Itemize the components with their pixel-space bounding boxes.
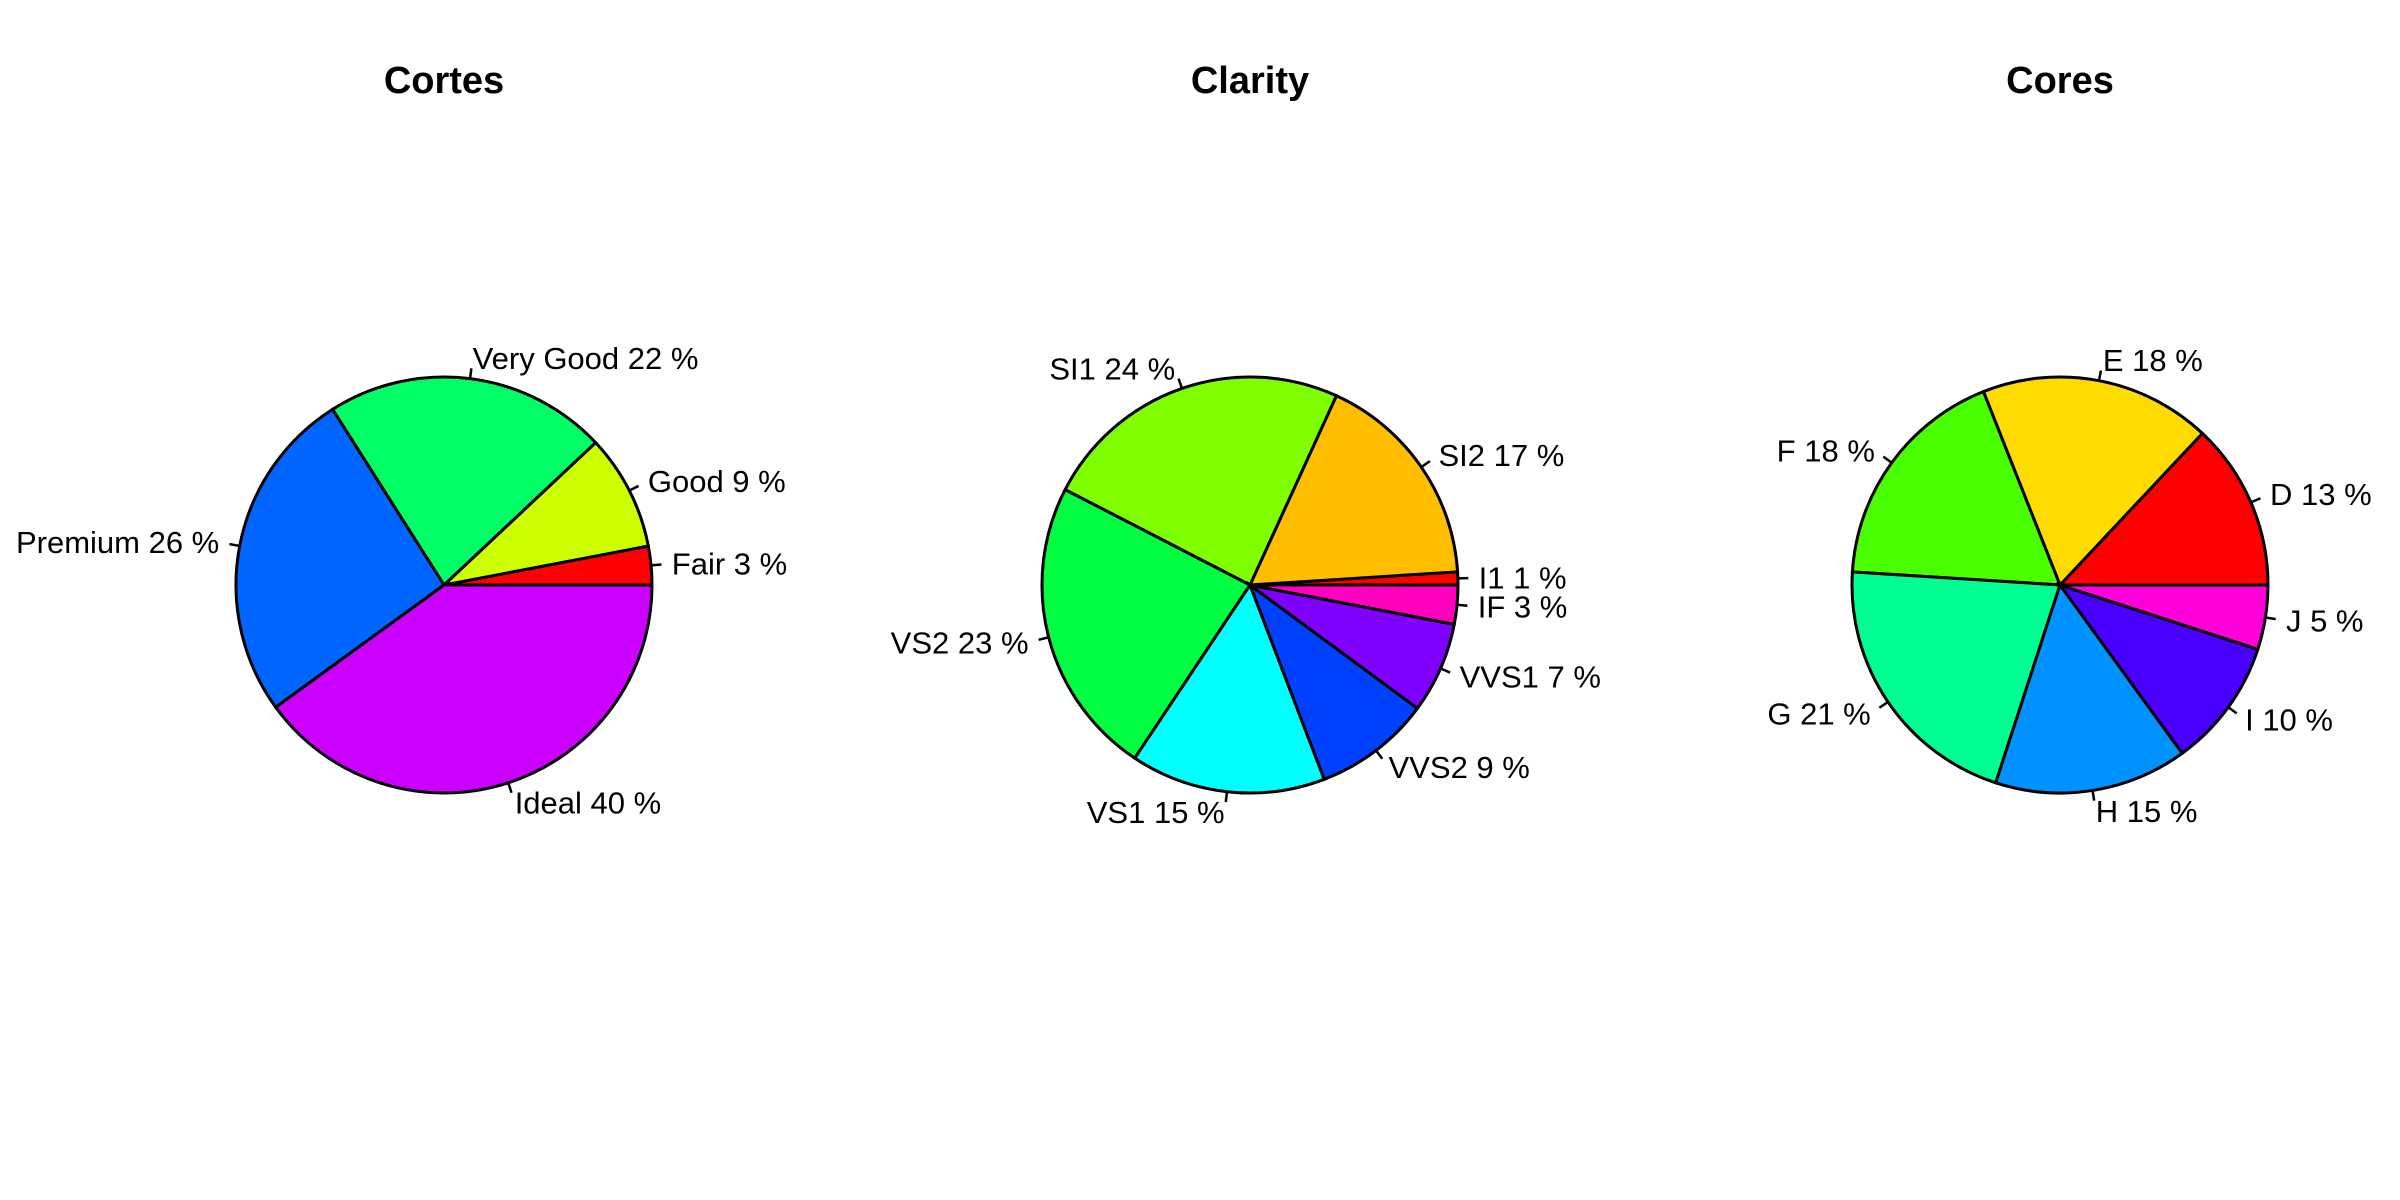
pie-slice (1249, 583, 1460, 627)
slice-label-tick (2250, 497, 2261, 504)
pie-slice (2056, 582, 2260, 756)
slice-label: E 18 % (2103, 343, 2203, 378)
pie-slice (1993, 581, 2185, 795)
slice-label: I1 1 % (1479, 561, 1567, 596)
slice-label: VS2 23 % (891, 625, 1029, 660)
chart-title: Cortes (384, 60, 504, 102)
slice-label: IF 3 % (1478, 590, 1568, 625)
slice-label: D 13 % (2270, 477, 2372, 512)
slice-label-tick (1177, 378, 1184, 389)
pie-panel-cortes: Cortes Fair 3 % Good 9 % Very Good 22 % Pre… (16, 60, 787, 820)
slice-label-tick (1878, 700, 1889, 709)
slice-label-tick (1374, 749, 1384, 760)
slice-label: F 18 % (1777, 433, 1875, 468)
pie-slice (1132, 581, 1327, 795)
slice-label-tick (2265, 616, 2276, 621)
slice-label-tick (468, 368, 473, 379)
chart-title: Clarity (1191, 60, 1309, 102)
slice-label-tick (1038, 636, 1049, 642)
slice-label-tick (2097, 370, 2103, 381)
slice-label-tick (1440, 667, 1451, 674)
slice-label: VVS2 9 % (1389, 750, 1530, 785)
pie-slice (2059, 583, 2270, 652)
slice-label: Very Good 22 % (473, 341, 699, 376)
slice-label: SI2 17 % (1438, 438, 1564, 473)
pie-slice (1850, 389, 2063, 587)
slice-label-tick (507, 782, 513, 794)
pie-panel-cores: Cores D 13 % E 18 % F 18 % G 21 % H 15 % I 10… (1767, 60, 2371, 829)
slice-label-tick (1456, 603, 1468, 608)
slice-label-tick (229, 542, 240, 548)
slice-label: VS1 15 % (1087, 795, 1225, 830)
slice-label: VVS1 7 % (1460, 660, 1601, 695)
pie-slice (1246, 580, 1420, 782)
pie-slice (1063, 375, 1339, 588)
pie-slice (1981, 375, 2205, 588)
slice-label-tick (2091, 790, 2096, 801)
pie-slice (1247, 393, 1460, 587)
pie-slice (1850, 570, 2063, 785)
slice-label-tick (2227, 706, 2238, 715)
slice-label: Ideal 40 % (515, 785, 662, 820)
slice-label-tick (1224, 791, 1229, 803)
slice-label: Good 9 % (648, 464, 786, 499)
pie-slice (234, 407, 447, 710)
slice-label: Fair 3 % (672, 546, 787, 581)
slice-label: J 5 % (2286, 604, 2364, 639)
slice-label: G 21 % (1767, 696, 1870, 731)
slice-label: I 10 % (2245, 702, 2333, 737)
slice-label: SI1 24 % (1049, 352, 1175, 387)
pie-panel-clarity: Clarity I1 1 % SI2 17 % SI1 24 % VS2 23 % VS… (891, 60, 1601, 830)
slice-label-tick (1882, 455, 1893, 464)
slice-label-tick (1420, 460, 1431, 469)
slice-label: H 15 % (2096, 794, 2198, 829)
slice-label-tick (628, 484, 640, 492)
pie-slice (2056, 431, 2270, 587)
slice-label: Premium 26 % (16, 525, 219, 560)
slice-label-tick (650, 563, 662, 567)
chart-title: Cores (2006, 60, 2114, 102)
